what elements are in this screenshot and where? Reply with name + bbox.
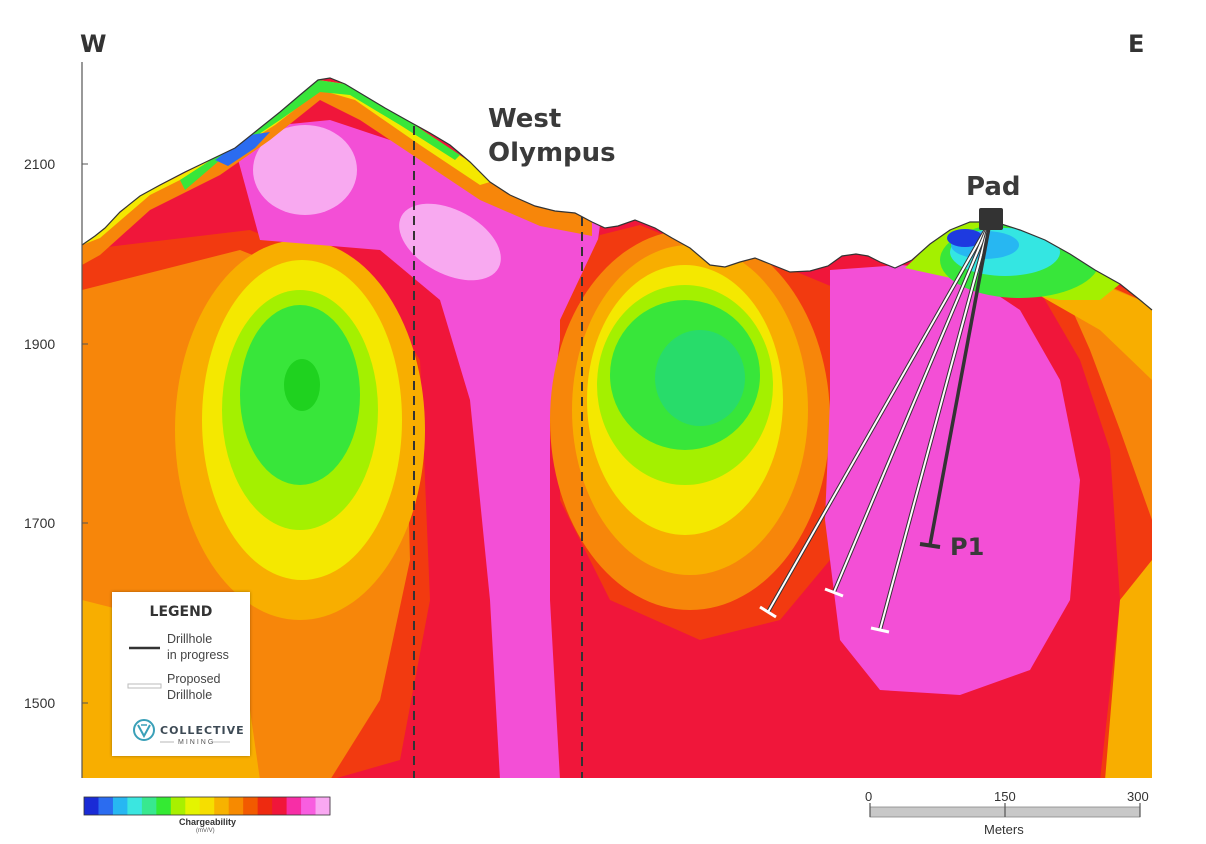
colorbar-unit: (mV/V)	[196, 828, 215, 834]
colorbar-frame	[83, 796, 331, 816]
scale-label-150: 150	[994, 789, 1016, 804]
elevation-label-1500: 1500	[24, 695, 56, 711]
colorbar-swatch	[315, 797, 331, 815]
colorbar-swatch	[84, 797, 99, 815]
scale-unit-label: Meters	[984, 822, 1024, 837]
colorbar-swatch	[170, 797, 186, 815]
contour-magenta-east	[825, 265, 1080, 695]
colorbar-swatch	[98, 797, 114, 815]
proposed-drillhole-2	[833, 221, 991, 593]
drill-pad-marker	[979, 208, 1003, 230]
collective-logo-icon	[133, 719, 155, 741]
colorbar-swatch	[301, 797, 317, 815]
legend-proposed-line2: Drillhole	[167, 688, 213, 702]
contour-surface-blue	[215, 132, 270, 166]
contour-amber-southeast	[1105, 560, 1152, 778]
contour-green-core-west	[284, 359, 320, 411]
colorbar-swatch	[127, 797, 143, 815]
scale-label-300: 300	[1127, 789, 1149, 804]
colorbar-label: Chargeability	[179, 817, 237, 827]
colorbar-swatch	[243, 797, 259, 815]
proposed-drillhole-1-end	[759, 605, 777, 619]
contour-magenta-central	[230, 120, 600, 778]
compass-east: E	[1128, 30, 1145, 58]
colorbar-swatch	[112, 797, 128, 815]
chargeability-colorbar	[84, 797, 331, 815]
contour-surface-yellow	[82, 80, 490, 245]
drillhole-in-progress-p1	[928, 221, 992, 546]
legend-in-progress-line2: in progress	[167, 648, 229, 662]
proposed-drillhole-3	[879, 221, 991, 631]
colorbar-swatch	[214, 797, 230, 815]
colorbar-swatch	[199, 797, 215, 815]
elevation-label-1900: 1900	[24, 336, 56, 352]
legend-swatch-proposed	[127, 683, 162, 689]
elevation-label-1700: 1700	[24, 515, 56, 531]
contour-pink-peak	[253, 125, 357, 215]
proposed-drillholes	[759, 221, 992, 634]
label-p1: P1	[950, 533, 985, 561]
label-west-olympus-line2: Olympus	[488, 138, 616, 168]
legend-brand-name: COLLECTIVE	[160, 724, 245, 737]
contour-green-core-east	[655, 330, 745, 426]
terrain-profile-line	[81, 77, 1153, 311]
legend-proposed-line1: Proposed	[167, 672, 221, 686]
elevation-label-2100: 2100	[24, 156, 56, 172]
label-pad: Pad	[966, 172, 1021, 202]
proposed-drillhole-1	[767, 221, 991, 613]
colorbar-swatch	[185, 797, 201, 815]
contour-pink-upper	[399, 203, 501, 281]
proposed-drillhole-2-end	[824, 587, 844, 598]
legend-title: LEGEND	[149, 604, 213, 620]
legend-box: LEGEND Drillhole in progress Proposed Dr…	[112, 592, 250, 756]
scale-label-0: 0	[865, 789, 873, 804]
colorbar-swatch	[156, 797, 172, 815]
colorbar-swatch	[228, 797, 244, 815]
contour-pad-blue	[947, 229, 983, 247]
legend-in-progress-line1: Drillhole	[167, 632, 213, 646]
compass-west: W	[80, 30, 107, 58]
colorbar-swatch	[257, 797, 273, 815]
legend-swatches	[127, 646, 230, 743]
colorbar-swatch	[141, 797, 157, 815]
label-west-olympus-line1: West	[488, 104, 562, 134]
colorbar-swatch	[272, 797, 288, 815]
proposed-drillhole-3-end	[870, 626, 890, 634]
legend-brand-sub: MINING	[178, 739, 216, 746]
colorbar-swatch	[286, 797, 302, 815]
drillhole-in-progress-end	[919, 542, 941, 549]
